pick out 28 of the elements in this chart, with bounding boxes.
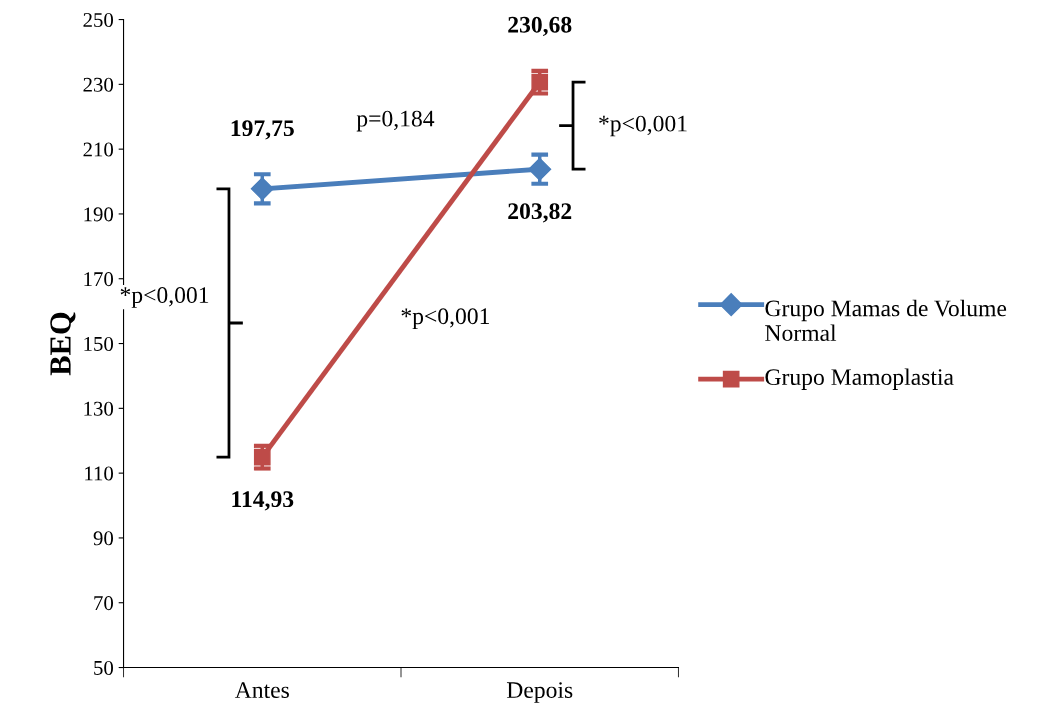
- legend-label: Grupo Mamoplastia: [765, 368, 954, 390]
- data-label: 114,93: [232, 491, 294, 511]
- y-tick-label: 130: [84, 401, 114, 416]
- data-label: 197,75: [231, 120, 294, 140]
- data-label: 230,68: [508, 16, 572, 37]
- legend-label: Grupo Mamas de Volume Normal: [765, 299, 1007, 342]
- annotation: *p<0,001: [401, 308, 489, 329]
- data-label: 203,82: [508, 203, 572, 223]
- point: [528, 157, 552, 181]
- y-tick-label: 210: [83, 142, 114, 157]
- y-tick-label: 170: [84, 272, 114, 287]
- y-tick-label: 70: [94, 596, 114, 611]
- y-axis-title: BEQ: [50, 312, 76, 376]
- annotation: *p<0,001: [120, 287, 209, 308]
- annotation: *p<0,001: [599, 115, 687, 137]
- y-tick-label: 50: [94, 660, 114, 675]
- point: [253, 448, 271, 466]
- point: [250, 177, 274, 201]
- y-tick-label: 190: [84, 207, 114, 222]
- y-tick-label: 230: [83, 77, 114, 92]
- x-tick-label: Depois: [506, 682, 573, 703]
- point: [531, 73, 549, 91]
- x-tick-label: Antes: [234, 682, 289, 699]
- annotation: p=0,184: [356, 110, 435, 132]
- y-tick-label: 150: [84, 336, 114, 351]
- y-tick-label: 90: [93, 531, 114, 546]
- y-tick-label: 110: [85, 466, 114, 481]
- y-tick-label: 250: [83, 12, 114, 27]
